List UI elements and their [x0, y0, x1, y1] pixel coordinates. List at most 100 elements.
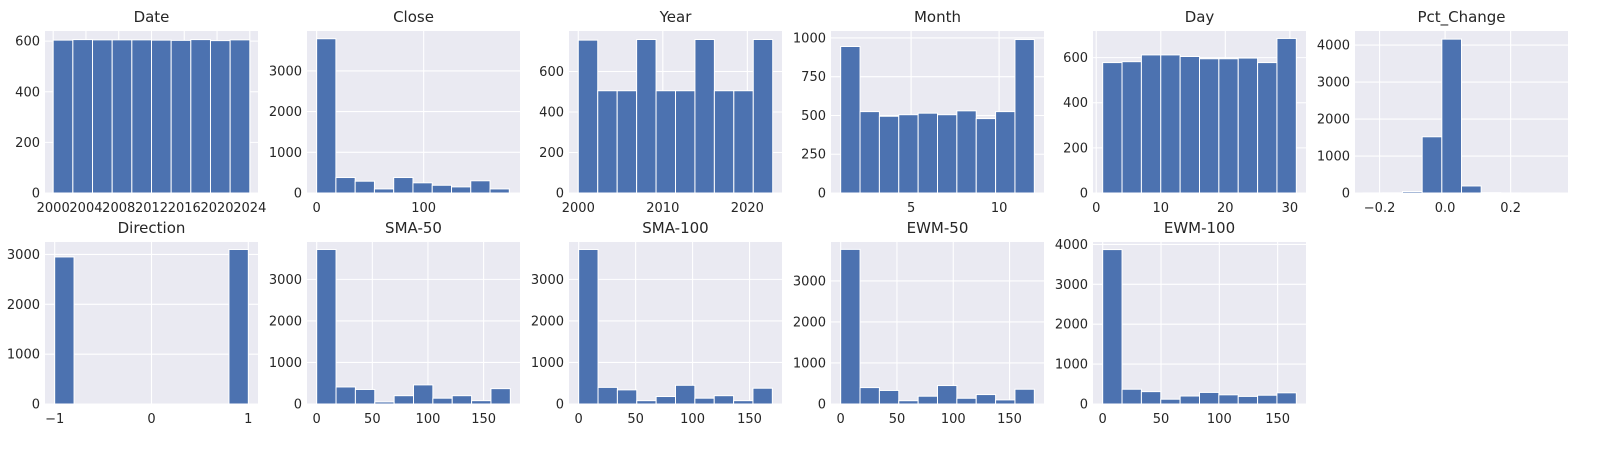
x-tick-label: 50 — [889, 412, 906, 427]
histogram-bar — [413, 384, 434, 405]
x-tick-label: 0 — [312, 201, 320, 216]
x-tick-label: 0 — [1092, 201, 1100, 216]
histogram-bar — [1421, 136, 1443, 194]
histogram-bar — [937, 385, 958, 405]
y-tick-label: 0 — [1080, 187, 1088, 202]
histogram-bar — [354, 180, 375, 194]
y-tick-label: 0 — [556, 398, 564, 413]
histogram-bar — [431, 184, 452, 194]
histogram-bar — [1121, 61, 1142, 194]
histogram-bar — [956, 397, 977, 405]
x-tick-label: 2016 — [168, 201, 201, 216]
y-tick-label: 1000 — [1055, 358, 1088, 373]
x-tick-label: 2012 — [135, 201, 168, 216]
y-tick-label: 750 — [801, 70, 826, 85]
y-tick-label: 3000 — [269, 273, 302, 288]
plot-area-sma-100 — [569, 242, 782, 404]
plot-area-sma-50 — [307, 242, 520, 404]
panel-month: 0 250 500 750 1000 5 10 Month — [793, 8, 1044, 216]
y-tick-label: 1000 — [793, 356, 826, 371]
y-tick-label: 0 — [818, 398, 826, 413]
histogram-bar — [1237, 395, 1259, 405]
y-tick-label: 1000 — [793, 31, 826, 46]
histogram-bar — [733, 400, 754, 405]
histogram-bar — [72, 39, 94, 194]
y-tick-label: 3000 — [793, 274, 826, 289]
histogram-bar — [840, 248, 861, 405]
y-tick-label: 400 — [539, 106, 564, 121]
y-tick-label: 0 — [556, 187, 564, 202]
histogram-bar — [1257, 62, 1278, 194]
histogram-bar — [1014, 39, 1035, 194]
histogram-bar — [190, 39, 211, 194]
y-tick-label: 500 — [801, 109, 826, 124]
histogram-bar — [578, 248, 599, 405]
histogram-bar — [229, 39, 251, 194]
histogram-bar — [1102, 62, 1123, 194]
histogram-bar — [1199, 58, 1220, 194]
panel-title-date: Date — [134, 8, 170, 26]
histogram-bar — [859, 387, 880, 405]
y-tick-label: 1000 — [269, 146, 302, 161]
histogram-bar — [111, 39, 133, 194]
y-tick-label: 200 — [1063, 141, 1088, 156]
y-tick-label: 2000 — [1317, 113, 1350, 128]
panel-title-pct-change: Pct_Change — [1417, 8, 1505, 27]
y-tick-label: 0 — [1342, 187, 1350, 202]
x-tick-label: 100 — [416, 412, 441, 427]
histogram-bar — [859, 111, 880, 194]
y-tick-label: 0 — [294, 398, 302, 413]
y-tick-label: 4000 — [1317, 39, 1350, 54]
panel-title-direction: Direction — [118, 219, 186, 237]
histogram-bar — [1237, 57, 1259, 194]
x-tick-label: 50 — [364, 412, 381, 427]
y-tick-label: 2000 — [7, 298, 40, 313]
x-tick-label: 30 — [1282, 201, 1299, 216]
histogram-bar — [597, 386, 618, 405]
y-tick-label: 0 — [32, 187, 40, 202]
x-tick-label: 150 — [1265, 412, 1290, 427]
y-tick-label: 2000 — [269, 314, 302, 329]
histogram-bar — [1276, 37, 1297, 194]
histogram-bar — [170, 39, 192, 194]
y-tick-label: 1000 — [269, 356, 302, 371]
histogram-bar — [52, 39, 74, 194]
histogram-bar — [1102, 249, 1123, 405]
x-tick-label: 0 — [575, 412, 583, 427]
histogram-bar — [655, 90, 676, 194]
x-tick-label: 100 — [411, 201, 436, 216]
x-tick-label: 2020 — [731, 201, 764, 216]
x-tick-label: 50 — [627, 412, 644, 427]
x-tick-label: 2008 — [102, 201, 135, 216]
y-tick-label: 1000 — [531, 356, 564, 371]
x-tick-label: 5 — [907, 201, 915, 216]
histogram-bar — [713, 395, 735, 405]
x-tick-label: 1 — [244, 412, 252, 427]
histogram-bar — [92, 39, 113, 194]
histogram-bar — [1276, 392, 1297, 405]
panel-title-year: Year — [659, 8, 693, 26]
histogram-bar — [471, 400, 492, 405]
histogram-bar — [1179, 55, 1200, 194]
histogram-bar — [975, 394, 997, 405]
x-tick-label: −0.2 — [1364, 201, 1396, 216]
x-tick-label: 2024 — [233, 201, 266, 216]
histogram-bar — [694, 39, 715, 194]
histogram-bar — [616, 90, 638, 194]
plot-area-ewm-50 — [831, 242, 1044, 404]
panel-title-ewm-50: EWM-50 — [907, 219, 969, 237]
histogram-bar — [675, 384, 696, 405]
y-tick-label: 400 — [1063, 96, 1088, 111]
histogram-bar — [1140, 54, 1162, 194]
y-tick-label: 4000 — [1055, 238, 1088, 253]
y-tick-label: 3000 — [1317, 76, 1350, 91]
histogram-bar — [335, 177, 356, 194]
histogram-bar — [878, 115, 900, 194]
panel-title-day: Day — [1185, 8, 1215, 26]
y-tick-label: 3000 — [269, 64, 302, 79]
x-tick-label: 10 — [991, 201, 1008, 216]
histogram-bar — [450, 186, 472, 194]
histogram-bar — [898, 114, 919, 194]
y-tick-label: 1000 — [1317, 150, 1350, 165]
